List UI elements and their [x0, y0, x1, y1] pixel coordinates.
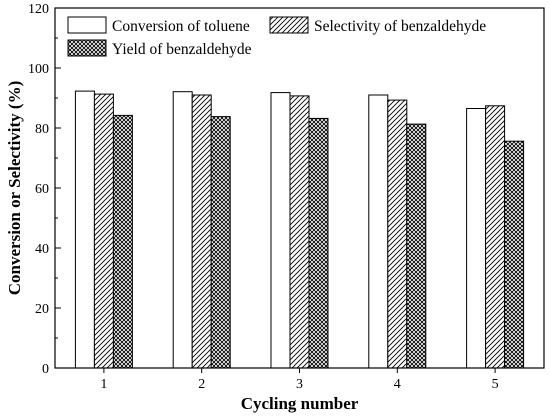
y-tick-label: 60 — [35, 182, 49, 197]
x-tick-label: 4 — [394, 377, 401, 392]
x-tick-label: 3 — [296, 377, 303, 392]
bar-diagonal-hatch-cycle-4 — [387, 99, 408, 369]
y-tick-label: 0 — [42, 362, 49, 377]
legend: Conversion of toluene Selectivity of ben… — [67, 16, 486, 58]
y-tick-label: 80 — [35, 122, 49, 137]
y-axis-title: Conversion or Selectivity (%) — [5, 81, 24, 296]
legend-swatch-selectivity — [269, 16, 309, 34]
bar-crosshatch-cycle-5 — [504, 140, 525, 369]
bars-layer — [74, 90, 525, 369]
y-tick-label: 100 — [28, 62, 49, 77]
x-tick-label: 2 — [198, 377, 205, 392]
legend-swatch-yield — [67, 39, 107, 57]
legend-swatch-conversion — [67, 16, 107, 34]
x-tick-label: 1 — [100, 377, 107, 392]
legend-label-conversion: Conversion of toluene — [112, 18, 250, 35]
bar-diagonal-hatch-cycle-3 — [289, 95, 310, 369]
bar-diagonal-hatch-cycle-1 — [93, 93, 114, 369]
y-tick-label: 20 — [35, 302, 49, 317]
bar-crosshatch-cycle-1 — [112, 114, 133, 369]
bar-diagonal-hatch-cycle-5 — [485, 105, 506, 369]
x-axis: 1 2 3 4 5 — [100, 368, 499, 392]
bar-diagonal-hatch-cycle-2 — [191, 94, 212, 369]
y-tick-label: 120 — [28, 2, 49, 17]
bar-blank-cycle-2 — [172, 91, 193, 369]
x-tick-label: 5 — [492, 377, 499, 392]
legend-label-yield: Yield of benzaldehyde — [112, 41, 252, 58]
bar-crosshatch-cycle-3 — [308, 117, 329, 369]
bar-blank-cycle-5 — [466, 108, 487, 369]
bar-blank-cycle-3 — [270, 92, 291, 369]
y-axis: 0 20 40 60 80 100 120 — [28, 2, 61, 377]
y-tick-label: 40 — [35, 242, 49, 257]
bar-crosshatch-cycle-4 — [406, 123, 427, 369]
bar-blank-cycle-4 — [368, 94, 389, 369]
bar-crosshatch-cycle-2 — [210, 116, 231, 369]
bar-blank-cycle-1 — [74, 90, 95, 369]
legend-label-selectivity: Selectivity of benzaldehyde — [314, 18, 486, 35]
x-axis-title: Cycling number — [241, 394, 359, 413]
